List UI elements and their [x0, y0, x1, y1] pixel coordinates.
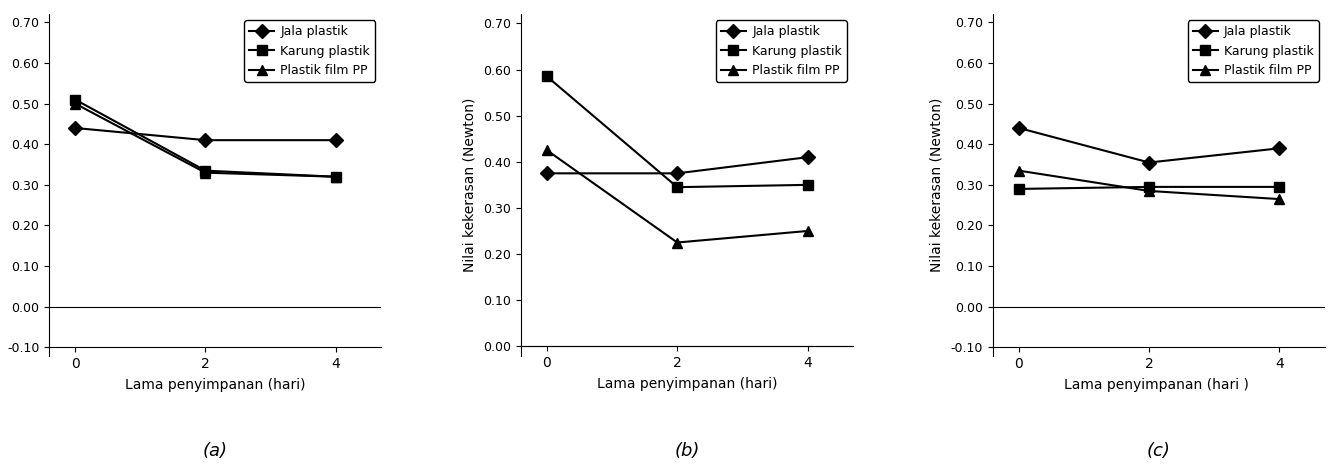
Line: Karung plastik: Karung plastik — [542, 72, 813, 192]
X-axis label: Lama penyimpanan (hari): Lama penyimpanan (hari) — [597, 377, 778, 391]
Line: Jala plastik: Jala plastik — [71, 123, 341, 145]
Plastik film PP — [67, 101, 83, 107]
Jala plastik — [539, 171, 555, 176]
Plastik film PP — [1011, 168, 1027, 173]
Plastik film PP — [197, 170, 213, 175]
Karung plastik — [1142, 184, 1158, 190]
Line: Plastik film PP: Plastik film PP — [71, 99, 341, 182]
Karung plastik — [328, 174, 344, 180]
Legend: Jala plastik, Karung plastik, Plastik film PP: Jala plastik, Karung plastik, Plastik fi… — [244, 20, 376, 82]
Plastik film PP — [799, 228, 815, 234]
X-axis label: Lama penyimpanan (hari): Lama penyimpanan (hari) — [125, 378, 305, 392]
Line: Jala plastik: Jala plastik — [542, 152, 813, 178]
Jala plastik — [328, 137, 344, 143]
Plastik film PP — [669, 240, 685, 246]
Karung plastik — [799, 182, 815, 188]
Text: (b): (b) — [674, 442, 699, 460]
Karung plastik — [539, 73, 555, 79]
Jala plastik — [799, 155, 815, 160]
Line: Jala plastik: Jala plastik — [1014, 123, 1284, 167]
Karung plastik — [67, 97, 83, 102]
Y-axis label: Nilai kekerasan (Newton): Nilai kekerasan (Newton) — [930, 98, 943, 272]
Jala plastik — [197, 137, 213, 143]
Jala plastik — [1011, 125, 1027, 131]
Karung plastik — [197, 168, 213, 173]
Text: (c): (c) — [1147, 442, 1171, 460]
Plastik film PP — [1272, 196, 1288, 202]
Jala plastik — [1272, 146, 1288, 151]
Line: Karung plastik: Karung plastik — [1014, 182, 1284, 194]
Legend: Jala plastik, Karung plastik, Plastik film PP: Jala plastik, Karung plastik, Plastik fi… — [1188, 20, 1319, 82]
Jala plastik — [1142, 160, 1158, 165]
X-axis label: Lama penyimpanan (hari ) : Lama penyimpanan (hari ) — [1064, 378, 1253, 392]
Text: (a): (a) — [202, 442, 228, 460]
Karung plastik — [1011, 186, 1027, 192]
Karung plastik — [669, 184, 685, 190]
Line: Plastik film PP: Plastik film PP — [542, 146, 813, 247]
Karung plastik — [1272, 184, 1288, 190]
Line: Karung plastik: Karung plastik — [71, 95, 341, 182]
Jala plastik — [67, 125, 83, 131]
Line: Plastik film PP: Plastik film PP — [1014, 166, 1284, 204]
Plastik film PP — [328, 174, 344, 180]
Plastik film PP — [1142, 188, 1158, 194]
Y-axis label: Nilai kekerasan (Newton): Nilai kekerasan (Newton) — [462, 98, 477, 272]
Legend: Jala plastik, Karung plastik, Plastik film PP: Jala plastik, Karung plastik, Plastik fi… — [715, 20, 847, 82]
Plastik film PP — [539, 147, 555, 153]
Jala plastik — [669, 171, 685, 176]
